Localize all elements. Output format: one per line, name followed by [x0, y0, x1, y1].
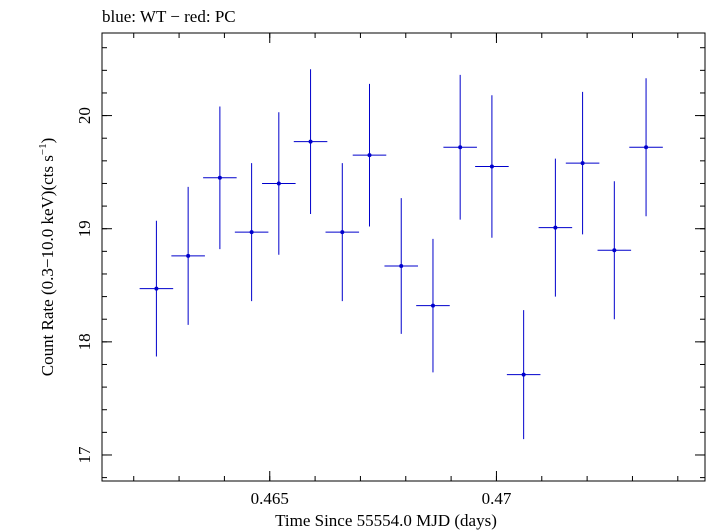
point-marker [458, 145, 463, 150]
y-tick-label: 18 [75, 333, 94, 350]
point-marker [217, 175, 222, 180]
point-marker [644, 145, 649, 150]
data-point [262, 112, 296, 255]
data-point [139, 220, 174, 357]
data-points [139, 69, 663, 440]
data-point [538, 158, 573, 297]
y-axis-label: Count Rate (0.3−10.0 keV)(cts s−1) [37, 138, 57, 377]
axis-ticks: 0.465 0.47 17 18 19 20 [75, 33, 705, 508]
point-marker [521, 372, 526, 377]
x-tick-label: 0.47 [482, 489, 512, 508]
data-point [629, 78, 663, 217]
chart-title: blue: WT − red: PC [102, 7, 236, 26]
y-axis-label-main: Count Rate (0.3−10.0 keV)(cts s [38, 155, 57, 376]
point-marker [399, 264, 404, 269]
y-tick-label: 19 [75, 220, 94, 237]
data-point [384, 198, 419, 334]
data-point [325, 163, 360, 302]
data-point [565, 91, 600, 235]
y-axis-label-superscript: −1 [37, 143, 49, 155]
point-marker [489, 164, 494, 169]
data-point [352, 83, 387, 227]
point-marker [580, 161, 585, 166]
point-marker [308, 139, 313, 144]
x-axis-label: Time Since 55554.0 MJD (days) [275, 511, 497, 530]
y-axis-label-close: ) [38, 138, 57, 144]
point-marker [276, 181, 281, 186]
point-marker [612, 248, 617, 253]
point-marker [186, 253, 191, 258]
point-marker [154, 286, 159, 291]
data-point [203, 106, 237, 250]
data-point [443, 74, 477, 220]
data-point [416, 238, 450, 373]
data-point [234, 163, 269, 302]
point-marker [367, 153, 372, 158]
data-point [597, 181, 632, 320]
data-point [475, 95, 509, 238]
data-point [506, 310, 541, 440]
point-marker [430, 303, 435, 308]
y-tick-label: 20 [75, 107, 94, 124]
data-point [171, 186, 205, 325]
plot-frame [101, 32, 706, 482]
x-tick-label: 0.465 [251, 489, 289, 508]
point-marker [249, 230, 254, 235]
point-marker [340, 230, 345, 235]
point-marker [553, 225, 558, 230]
data-point [293, 69, 328, 215]
y-tick-label: 17 [75, 446, 94, 464]
